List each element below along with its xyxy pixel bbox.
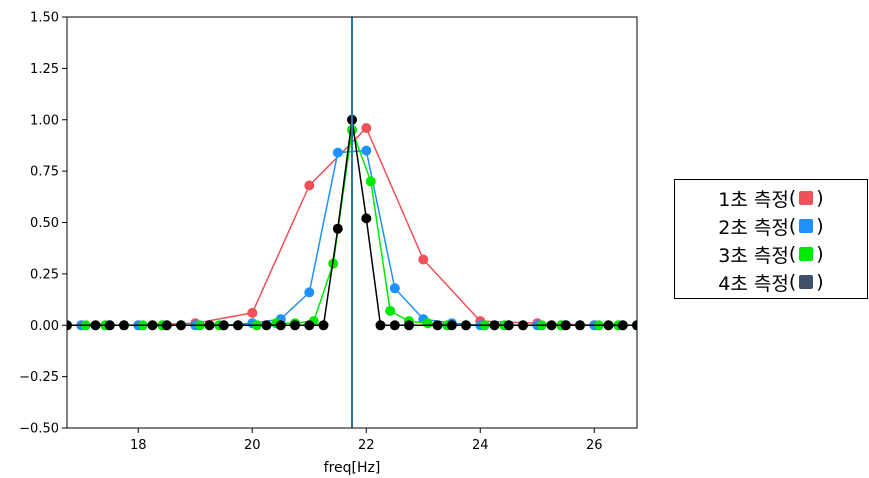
series-3-point [365,176,376,187]
y-tick-label: 1.50 [30,11,59,26]
legend-entry-3: 3초 측정 ( ) [675,240,867,268]
legend: 1초 측정 ( ) 2초 측정 ( ) 3초 측정 ( ) 4초 측정 ( ) [674,179,868,299]
y-tick-label: 1.00 [30,113,59,128]
legend-swatch-2 [799,219,814,233]
series-4-point [489,320,500,331]
series-4-point [632,320,637,331]
series-4-point [104,320,115,331]
y-tick-label: 0.50 [30,216,59,231]
series-4-point [147,320,158,331]
x-axis-label: freq[Hz] [324,460,381,476]
legend-entry-2: 2초 측정 ( ) [675,212,867,240]
legend-label: 1초 측정 [718,188,789,211]
x-tick-label: 22 [358,438,375,453]
series-4-point [404,320,414,331]
legend-swatch-4 [799,275,814,289]
y-tick-label: −0.50 [19,422,59,437]
y-tick-label: 0.75 [30,165,59,180]
series-4-point [233,320,243,331]
series-4-point [275,320,286,331]
series-3-point [422,318,433,329]
series-4-point [161,320,172,331]
series-4-point [176,320,186,331]
series-1-point [418,254,429,265]
series-4-point [318,320,329,331]
series-2-point [361,145,372,156]
series-4-point [389,320,400,331]
legend-label: 3초 측정 [718,244,789,267]
x-tick-label: 26 [586,438,603,453]
series-4-point [518,320,528,331]
legend-label: 2초 측정 [718,216,789,239]
series-4-point [461,320,471,331]
series-4-point [204,320,215,331]
series-4-point [361,213,372,224]
series-4-point [290,320,300,331]
legend-entry-4: 4초 측정 ( ) [675,268,867,296]
series-4-point [617,320,628,331]
series-4-point [261,320,272,331]
series-4-point [446,320,457,331]
series-2-point [332,147,343,158]
x-tick-label: 24 [472,438,489,453]
series-4-point [432,320,443,331]
series-4-point [603,320,614,331]
series-4 [67,114,637,331]
series-4-point [67,320,72,331]
legend-swatch-3 [799,247,814,261]
series-4-point [304,320,315,331]
series-1-point [247,307,258,318]
series-4-point [332,223,343,234]
legend-entry-1: 1초 측정 ( ) [675,184,867,212]
series-4-point [546,320,557,331]
x-tick-label: 20 [244,438,261,453]
series-1-point [304,180,315,191]
series-4-point [560,320,571,331]
y-tick-label: 0.25 [30,267,59,282]
series-4-point [375,320,386,331]
legend-swatch-1 [799,191,814,205]
series-2-point [304,287,315,298]
x-tick-label: 18 [130,438,147,453]
series-2-point [389,283,400,294]
series-4-point [575,320,585,331]
legend-label: 4초 측정 [718,272,789,295]
y-tick-label: 0.00 [30,319,59,334]
series-4-point [90,320,101,331]
series-3-point [385,305,396,316]
series-4-point [503,320,514,331]
series-4-point [119,320,129,331]
series-1-point [361,123,372,133]
series-4-point [218,320,229,331]
y-tick-label: 1.25 [30,62,59,77]
y-tick-label: −0.25 [19,370,59,385]
